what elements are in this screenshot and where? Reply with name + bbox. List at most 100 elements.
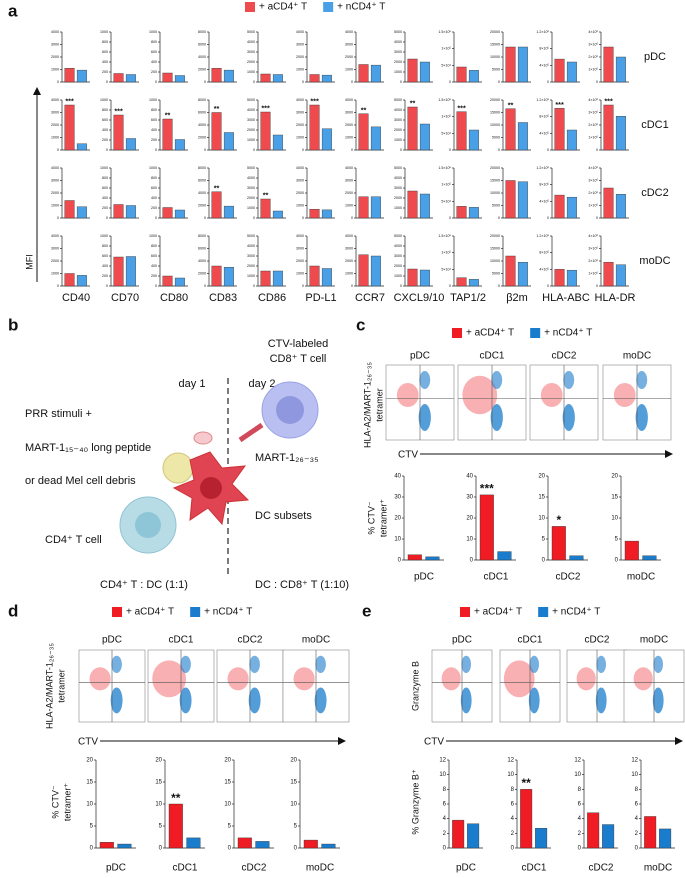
y-tick-label: 0 [106, 80, 108, 84]
bar [125, 74, 136, 83]
subset-label: cDC1 [521, 863, 546, 874]
y-tick-label: 2000 [51, 191, 59, 195]
subset-label: cDC1 [172, 863, 197, 874]
y-tick-label: 0 [302, 148, 304, 152]
y-tick-label: 2000 [51, 55, 59, 59]
y-tick-label: 2000 [394, 196, 402, 200]
bar [309, 265, 320, 287]
significance: *** [480, 482, 494, 496]
cell-label: DC subsets [255, 510, 312, 522]
bar [479, 494, 494, 561]
y-tick-label: 40 [394, 474, 401, 480]
bar [456, 111, 467, 151]
bar [260, 198, 271, 219]
axis-title: HLA-A2/MART-1₂₆₋₃₅ [362, 362, 372, 448]
bar [456, 66, 467, 83]
y-tick-label: 2 [635, 831, 639, 837]
bar [554, 108, 565, 151]
y-tick-label: 2000 [247, 196, 255, 200]
legend-swatch [538, 607, 549, 617]
y-tick-label: 1000 [149, 234, 157, 238]
y-tick-label: 6 [511, 802, 515, 808]
bar [642, 555, 657, 561]
y-tick-label: 10000 [490, 123, 500, 127]
y-tick-label: 2 [511, 831, 515, 837]
y-tick-label: 20 [155, 758, 162, 764]
y-tick-label: 10000 [490, 191, 500, 195]
y-tick-label: 5000 [394, 166, 402, 170]
y-tick-label: 0 [302, 216, 304, 220]
cell-label: CTV-labeled [268, 338, 329, 350]
y-tick-label: 5000 [394, 234, 402, 238]
bar [468, 129, 479, 151]
y-tick-label: 600 [102, 50, 108, 54]
y-tick-label: 800 [102, 176, 108, 180]
y-tick-label: 8 [511, 787, 515, 793]
ratio-label: DC : CD8⁺ T (1:10) [255, 579, 349, 591]
y-tick-label: 2×10⁶ [588, 259, 598, 263]
y-tick-label: 0 [155, 80, 157, 84]
y-tick-label: 12 [631, 758, 638, 764]
y-tick-label: 2000 [296, 123, 304, 127]
y-tick-label: 600 [102, 118, 108, 122]
y-tick-label: 20 [224, 758, 231, 764]
y-tick-label: 0 [400, 216, 402, 220]
bar [615, 194, 626, 219]
y-tick-label: 1000 [149, 166, 157, 170]
y-tick-label: 0 [449, 284, 451, 288]
bar [64, 68, 75, 83]
bar [174, 209, 185, 219]
y-tick-label: 0 [351, 216, 353, 220]
bar [76, 275, 87, 287]
bar [303, 839, 318, 849]
y-tick-label: 0 [351, 284, 353, 288]
bar [99, 842, 114, 849]
y-tick-label: 0 [449, 148, 451, 152]
y-tick-label: 200 [151, 70, 157, 74]
legend-label: + aCD4⁺ T [126, 607, 174, 618]
axis-title: tetramer [56, 669, 66, 703]
y-tick-label: 0 [542, 558, 546, 564]
bar [260, 270, 271, 287]
y-tick-label: 0 [596, 148, 598, 152]
y-tick-label: 0 [400, 80, 402, 84]
y-tick-label: 4000 [198, 123, 206, 127]
y-tick-label: 1.2×10⁶ [536, 166, 549, 170]
y-tick-label: 4×10⁵ [539, 131, 549, 135]
y-tick-label: 3×10⁶ [588, 178, 598, 182]
bar [113, 204, 124, 219]
bar [659, 828, 672, 849]
bar [321, 209, 332, 219]
y-tick-label: 4000 [247, 40, 255, 44]
y-tick-label: 40 [466, 474, 473, 480]
y-tick-label: 0 [351, 80, 353, 84]
y-tick-label: 1000 [296, 203, 304, 207]
y-tick-label: 15 [611, 495, 618, 501]
day-label: day 2 [249, 378, 276, 390]
subset-label: pDC [410, 351, 430, 362]
y-tick-label: 3000 [247, 118, 255, 122]
legend-swatch [452, 328, 462, 338]
y-tick-label: 600 [151, 254, 157, 258]
y-tick-label: 4000 [345, 98, 353, 102]
bar [566, 129, 577, 151]
y-tick-label: 0 [596, 216, 598, 220]
y-tick-label: 10 [439, 772, 446, 778]
y-tick-label: 0 [596, 80, 598, 84]
y-tick-label: 3000 [345, 178, 353, 182]
axis-title: HLA-A2/MART-1₂₆₋₃₅ [44, 643, 54, 729]
y-tick-label: 4000 [198, 55, 206, 59]
y-tick-label: 5 [90, 824, 94, 830]
y-tick-label: 1×10⁶ [588, 67, 598, 71]
y-tick-label: 3000 [296, 246, 304, 250]
significance: *** [114, 107, 123, 116]
y-tick-label: 20 [86, 758, 93, 764]
subset-label: cDC2 [555, 572, 580, 583]
y-tick-label: 2000 [345, 191, 353, 195]
bar [223, 205, 234, 219]
y-tick-label: 5000 [247, 166, 255, 170]
y-tick-label: 1000 [100, 30, 108, 34]
y-tick-label: 0 [204, 80, 206, 84]
y-tick-label: 5×10⁴ [441, 199, 451, 203]
bar [309, 209, 320, 219]
